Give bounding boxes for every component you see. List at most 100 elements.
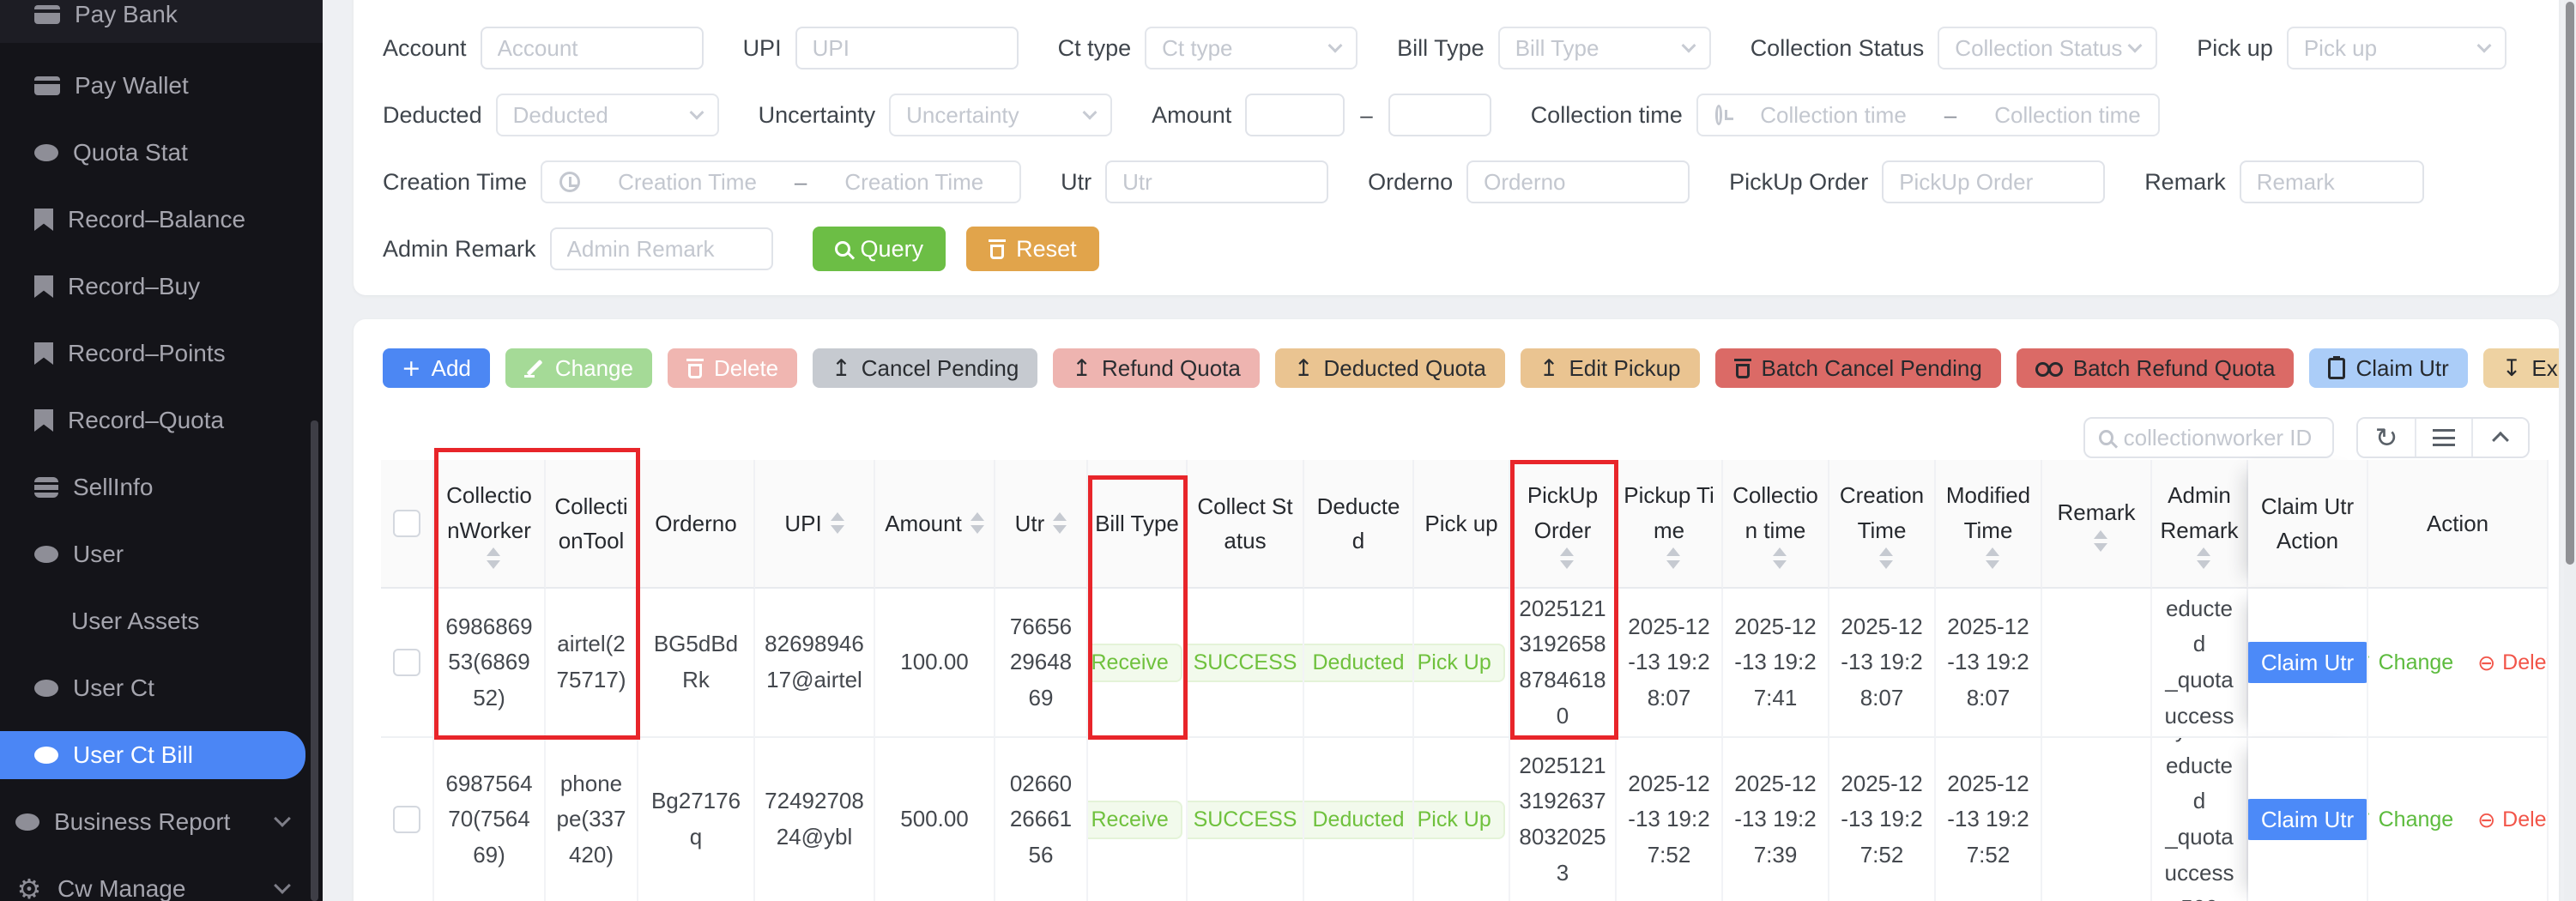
- export-button[interactable]: ↧ Export: [2482, 348, 2559, 388]
- collection-status-select[interactable]: Collection Status: [1938, 27, 2158, 70]
- cell-remark: [2042, 738, 2152, 901]
- remark-input[interactable]: [2239, 160, 2424, 203]
- column-label: PickUp Order: [1527, 482, 1599, 543]
- cell-text: Bg27176q: [650, 788, 741, 850]
- sidebar-item-user[interactable]: User: [0, 530, 323, 578]
- collapse-button[interactable]: [2471, 419, 2528, 457]
- link-label: Delete: [2502, 650, 2547, 674]
- sidebar-item-sellinfo[interactable]: SellInfo: [0, 463, 323, 511]
- deducted-quota-button[interactable]: ↥ Deducted Quota: [1274, 348, 1505, 388]
- page-scrollbar-track: [2564, 0, 2576, 901]
- column-header-creation_time[interactable]: Creation Time: [1829, 460, 1936, 589]
- sort-asc-caret: [487, 547, 500, 556]
- filter-field-utr: Utr: [1061, 160, 1329, 203]
- sidebar-item-record-buy[interactable]: Record–Buy: [0, 263, 323, 311]
- sidebar-scrollbar-thumb[interactable]: [311, 420, 318, 901]
- button-label: Edit Pickup: [1569, 354, 1681, 381]
- batch-cancel-pending-button[interactable]: Batch Cancel Pending: [1714, 348, 2001, 388]
- pick-up-select[interactable]: Pick up: [2286, 27, 2506, 70]
- button-label: Query: [860, 235, 924, 262]
- sidebar-item-business-report[interactable]: Business Report: [0, 798, 323, 846]
- sort-asc-caret: [970, 512, 984, 522]
- filter-label: Utr: [1061, 168, 1092, 195]
- reset-button[interactable]: Reset: [966, 227, 1099, 271]
- cancel-pending-button[interactable]: ↥ Cancel Pending: [813, 348, 1038, 388]
- column-header-pickup_order[interactable]: PickUp Order: [1510, 460, 1617, 589]
- account-input[interactable]: [480, 27, 704, 70]
- link-label: Delete: [2502, 807, 2547, 831]
- scooter-icon: [2035, 360, 2063, 377]
- bill-type-select[interactable]: Bill Type: [1497, 27, 1711, 70]
- sidebar-item-user-ct-bill[interactable]: User Ct Bill: [0, 731, 305, 779]
- column-settings-button[interactable]: [2415, 419, 2471, 457]
- sidebar: Pay Bank Pay Wallet Quota Stat Record–Balan…: [0, 0, 323, 901]
- sidebar-item-quota-stat[interactable]: Quota Stat: [0, 129, 323, 177]
- column-header-amount[interactable]: Amount: [875, 460, 995, 589]
- collection-time-range-picker[interactable]: Collection time – Collection time: [1696, 94, 2160, 136]
- cell-bill_type: Receive·: [1088, 589, 1188, 738]
- cell-text: 698686953(686952): [445, 613, 533, 711]
- button-label: Delete: [713, 354, 779, 381]
- claim-utr-button[interactable]: Claim Utr: [2248, 799, 2367, 840]
- page-scrollbar-thumb[interactable]: [2566, 2, 2574, 565]
- claim-utr-button[interactable]: Claim Utr: [2309, 348, 2468, 388]
- column-header-upi[interactable]: UPI: [755, 460, 875, 589]
- sort-icon: [1053, 512, 1067, 535]
- filter-label: Amount: [1152, 101, 1232, 128]
- column-header-pickup_time[interactable]: Pickup Time: [1617, 460, 1723, 589]
- batch-refund-quota-button[interactable]: Batch Refund Quota: [2016, 348, 2295, 388]
- sort-desc-caret: [1053, 525, 1067, 535]
- amount-min-input[interactable]: [1245, 94, 1345, 136]
- sidebar-item-record-quota[interactable]: Record–Quota: [0, 396, 323, 444]
- deducted-select[interactable]: Deducted: [495, 94, 719, 136]
- admin-remark-input[interactable]: [549, 227, 773, 270]
- orderno-input[interactable]: [1466, 160, 1690, 203]
- column-header-admin_remark[interactable]: Admin Remark: [2152, 460, 2248, 589]
- delete-link[interactable]: ⊖Delete: [2477, 645, 2547, 680]
- amount-max-input[interactable]: [1388, 94, 1491, 136]
- column-header-utr[interactable]: Utr: [995, 460, 1088, 589]
- column-header-collection_worker[interactable]: CollectionWorker: [434, 460, 546, 589]
- ct-type-select[interactable]: Ct type: [1145, 27, 1358, 70]
- sidebar-item-pay-bank[interactable]: Pay Bank: [0, 0, 323, 43]
- link-label: Change: [2378, 807, 2454, 831]
- upload-icon: ↥: [1293, 354, 1314, 382]
- edit-pickup-button[interactable]: ↥ Edit Pickup: [1520, 348, 1700, 388]
- row-checkbox[interactable]: [393, 649, 420, 676]
- refresh-button[interactable]: ↻: [2358, 419, 2415, 457]
- change-button[interactable]: Change: [505, 348, 652, 388]
- add-button[interactable]: + Add: [383, 348, 490, 388]
- filter-field-orderno: Orderno: [1368, 160, 1690, 203]
- sidebar-item-user-assets[interactable]: User Assets: [0, 597, 323, 645]
- cell-collection_time: 2025-12-13 19:27:39: [1723, 738, 1829, 901]
- sidebar-item-record-points[interactable]: Record–Points: [0, 330, 323, 378]
- select-all-checkbox[interactable]: [393, 510, 420, 537]
- upi-input[interactable]: [795, 27, 1019, 70]
- filter-label: Bill Type: [1397, 34, 1485, 61]
- column-header-collection_time[interactable]: Collection time: [1723, 460, 1829, 589]
- creation-time-range-picker[interactable]: Creation Time – Creation Time: [541, 160, 1022, 203]
- uncertainty-select[interactable]: Uncertainty: [889, 94, 1113, 136]
- delete-link[interactable]: ⊖Delete: [2477, 802, 2547, 837]
- search-input[interactable]: [2123, 424, 2319, 451]
- refund-quota-button[interactable]: ↥ Refund Quota: [1053, 348, 1260, 388]
- column-header-modified_time[interactable]: Modified Time: [1936, 460, 2042, 589]
- column-header-remark[interactable]: Remark: [2042, 460, 2152, 589]
- button-label: Batch Refund Quota: [2072, 354, 2276, 381]
- sidebar-item-user-ct[interactable]: User Ct: [0, 664, 323, 712]
- claim-utr-button[interactable]: Claim Utr: [2248, 642, 2367, 683]
- change-link[interactable]: Change: [2368, 802, 2454, 837]
- cell-amount: 100.00: [875, 589, 995, 738]
- row-checkbox[interactable]: [393, 806, 420, 833]
- sidebar-item-record-balance[interactable]: Record–Balance: [0, 196, 323, 244]
- query-button[interactable]: Query: [812, 227, 946, 271]
- delete-button[interactable]: Delete: [667, 348, 798, 388]
- column-label: UPI: [784, 510, 822, 536]
- change-link[interactable]: Change: [2368, 645, 2454, 680]
- sidebar-item-pay-wallet[interactable]: Pay Wallet: [0, 62, 323, 110]
- pickup-order-input[interactable]: [1882, 160, 2106, 203]
- sidebar-item-cw-manage[interactable]: Cw Manage: [0, 865, 323, 901]
- select-placeholder: Collection Status: [1955, 34, 2123, 61]
- utr-input[interactable]: [1105, 160, 1329, 203]
- cell-text: phonepe(337420): [556, 770, 626, 868]
